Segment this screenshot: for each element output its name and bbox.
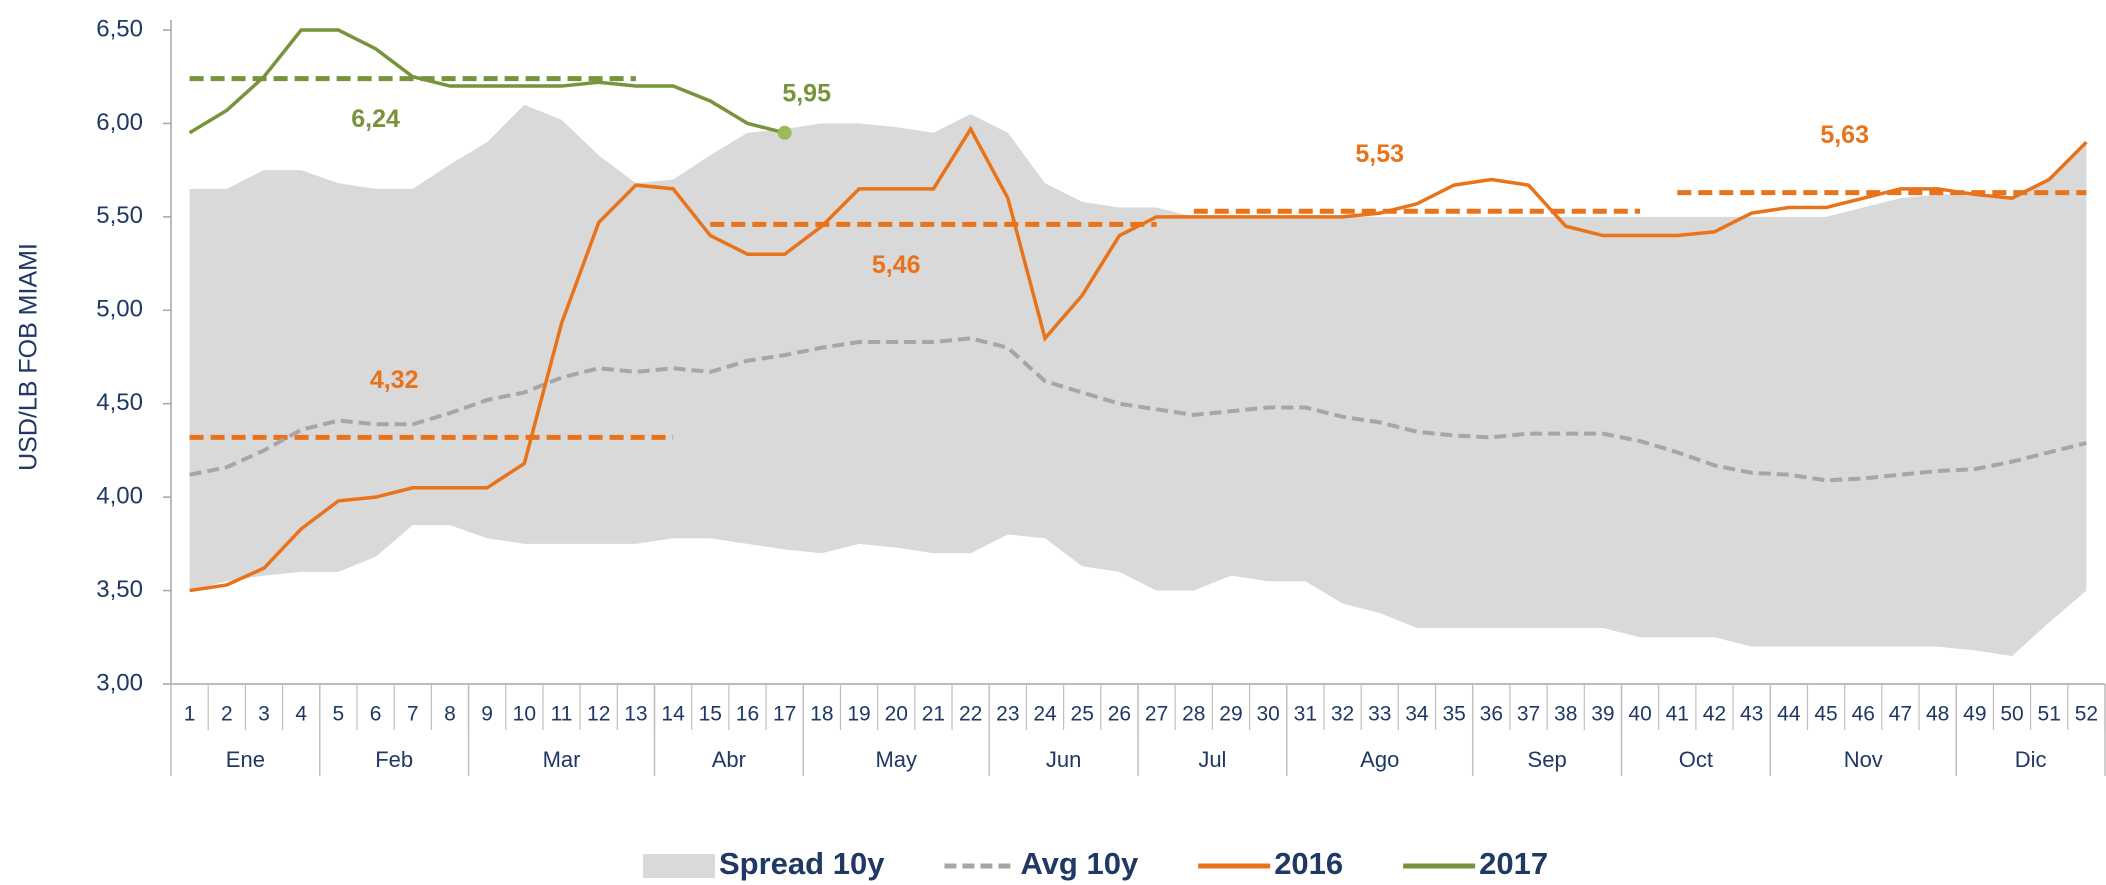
- x-tick-label: 11: [551, 703, 573, 726]
- x-tick-label: 43: [1740, 703, 1763, 726]
- x-tick-label: 26: [1108, 703, 1131, 726]
- y-tick-label: 3,50: [96, 576, 143, 603]
- x-tick-label: 10: [513, 703, 536, 726]
- x-tick-label: 16: [736, 703, 759, 726]
- x-tick-label: 46: [1852, 703, 1875, 726]
- x-tick-label: 32: [1331, 703, 1354, 726]
- x-tick-label: 6: [370, 703, 382, 726]
- y-tick-label: 4,00: [96, 482, 143, 509]
- x-tick-label: 45: [1814, 703, 1837, 726]
- x-tick-label: 17: [773, 703, 796, 726]
- y-axis-label: USD/LB FOB MIAMI: [15, 243, 43, 471]
- x-tick-label: 19: [847, 703, 870, 726]
- x-tick-label: 1: [184, 703, 196, 726]
- x-tick-label: 5: [333, 703, 345, 726]
- month-label: Dic: [2015, 747, 2047, 772]
- month-label: May: [875, 747, 917, 772]
- x-tick-label: 23: [996, 703, 1019, 726]
- x-tick-label: 13: [624, 703, 647, 726]
- x-tick-label: 18: [810, 703, 833, 726]
- x-tick-label: 40: [1628, 703, 1651, 726]
- x-tick-label: 24: [1033, 703, 1057, 726]
- month-label: Oct: [1679, 747, 1713, 772]
- x-tick-label: 35: [1442, 703, 1465, 726]
- x-tick-label: 25: [1071, 703, 1094, 726]
- average-label: 5,63: [1820, 121, 1869, 149]
- month-label: Ago: [1360, 747, 1399, 772]
- x-tick-label: 30: [1256, 703, 1279, 726]
- x-tick-label: 50: [2000, 703, 2023, 726]
- average-label: 6,24: [351, 105, 400, 133]
- x-tick-label: 47: [1889, 703, 1912, 726]
- x-tick-label: 2: [221, 703, 233, 726]
- x-tick-label: 27: [1145, 703, 1168, 726]
- x-tick-label: 51: [2038, 703, 2061, 726]
- month-label: Jul: [1198, 747, 1226, 772]
- x-tick-label: 7: [407, 703, 419, 726]
- x-tick-label: 42: [1703, 703, 1726, 726]
- month-label: Sep: [1528, 747, 1567, 772]
- x-tick-label: 39: [1591, 703, 1614, 726]
- series-line: [189, 336, 2087, 483]
- value-label: 5,95: [782, 79, 831, 107]
- y-tick-label: 6,50: [96, 15, 143, 42]
- month-label: Feb: [375, 747, 413, 772]
- x-tick-label: 28: [1182, 703, 1205, 726]
- y-tick-label: 5,50: [96, 202, 143, 229]
- month-label: Abr: [712, 747, 746, 772]
- average-label: 4,32: [370, 366, 419, 394]
- x-tick-label: 8: [444, 703, 456, 726]
- end-point: [777, 125, 792, 140]
- x-tick-label: 34: [1405, 703, 1429, 726]
- legend-label: Avg 10y: [1020, 846, 1139, 881]
- x-tick-label: 49: [1963, 703, 1986, 726]
- legend-label: 2016: [1274, 846, 1343, 881]
- month-label: Jun: [1046, 747, 1081, 772]
- x-tick-label: 20: [885, 703, 908, 726]
- x-tick-label: 22: [959, 703, 982, 726]
- x-tick-label: 21: [922, 703, 945, 726]
- series-line: [188, 28, 786, 135]
- x-tick-label: 36: [1480, 703, 1503, 726]
- y-tick-label: 4,50: [96, 389, 143, 416]
- average-label: 5,46: [872, 251, 921, 279]
- y-tick-label: 3,00: [96, 669, 143, 696]
- x-tick-label: 44: [1777, 703, 1801, 726]
- x-tick-label: 9: [481, 703, 493, 726]
- x-tick-label: 15: [699, 703, 722, 726]
- x-tick-label: 31: [1294, 703, 1317, 726]
- legend-label: Spread 10y: [719, 846, 885, 881]
- x-tick-label: 12: [587, 703, 610, 726]
- month-label: Nov: [1844, 747, 1883, 772]
- x-tick-label: 29: [1219, 703, 1242, 726]
- x-tick-label: 4: [295, 703, 307, 726]
- x-tick-label: 3: [258, 703, 270, 726]
- legend-swatch: [643, 854, 715, 878]
- x-tick-label: 48: [1926, 703, 1949, 726]
- x-tick-label: 33: [1368, 703, 1391, 726]
- x-tick-label: 38: [1554, 703, 1577, 726]
- month-label: Mar: [543, 747, 581, 772]
- x-tick-label: 41: [1666, 703, 1689, 726]
- average-label: 5,53: [1355, 140, 1404, 168]
- x-tick-label: 37: [1517, 703, 1540, 726]
- series-line: [189, 125, 2088, 593]
- x-tick-label: 14: [661, 703, 685, 726]
- month-label: Ene: [226, 747, 265, 772]
- y-tick-label: 5,00: [96, 296, 143, 323]
- spread-area: [189, 104, 2087, 656]
- legend-label: 2017: [1479, 846, 1548, 881]
- y-tick-label: 6,00: [96, 109, 143, 136]
- x-tick-label: 52: [2075, 703, 2098, 726]
